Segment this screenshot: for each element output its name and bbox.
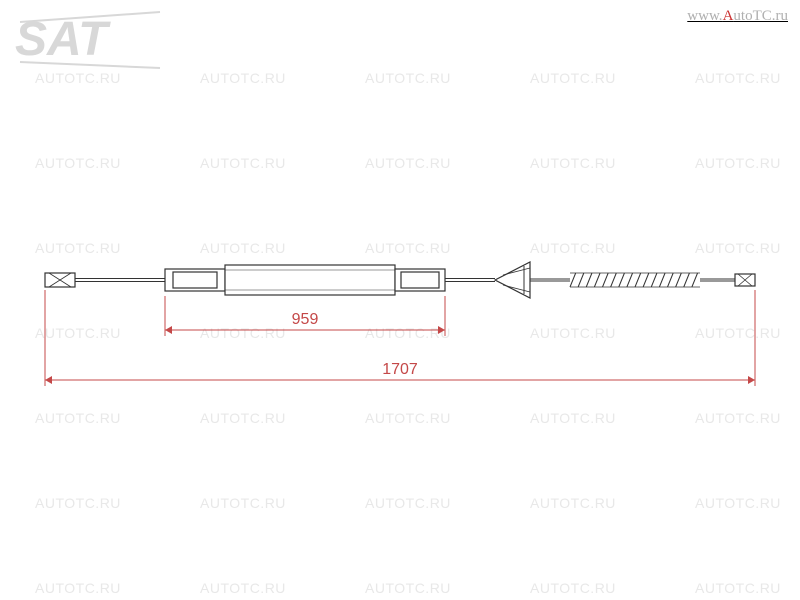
source-url: www.AutoTC.ru	[687, 8, 788, 25]
url-highlight: A	[723, 8, 734, 24]
svg-text:959: 959	[292, 311, 319, 328]
cable-diagram: 959 1707	[0, 0, 800, 600]
url-suffix: utoTC.ru	[733, 8, 788, 24]
svg-text:1707: 1707	[382, 361, 418, 378]
url-prefix: www.	[687, 8, 722, 24]
